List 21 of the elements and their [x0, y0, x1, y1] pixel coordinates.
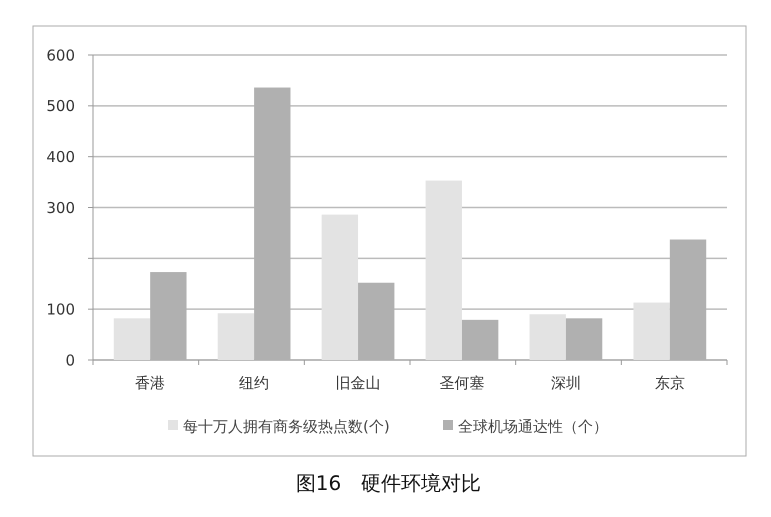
bar: [530, 314, 566, 360]
y-tick-label: 300: [46, 198, 75, 217]
x-tick-label: 香港: [135, 374, 166, 392]
y-tick-label: 500: [46, 97, 75, 116]
y-tick-label: 100: [46, 300, 75, 318]
x-tick-label: 圣何塞: [439, 374, 484, 392]
y-tick-label: 400: [46, 148, 75, 166]
legend-label: 每十万人拥有商务级热点数(个): [183, 417, 390, 436]
x-tick-label: 东京: [654, 374, 685, 392]
legend-label: 全球机场通达性（个）: [458, 417, 608, 436]
text: 图16 硬件环境对比: [296, 471, 482, 495]
bar: [633, 302, 670, 360]
x-tick-label: 旧金山: [336, 374, 381, 392]
x-tick-label: 纽约: [239, 374, 270, 392]
bar: [218, 313, 254, 360]
bar: [426, 180, 462, 360]
x-tick-label: 深圳: [550, 374, 581, 392]
bar: [114, 318, 150, 360]
y-tick-label: 600: [46, 46, 75, 64]
y-tick-label: 0: [65, 351, 75, 370]
bar: [322, 214, 358, 360]
